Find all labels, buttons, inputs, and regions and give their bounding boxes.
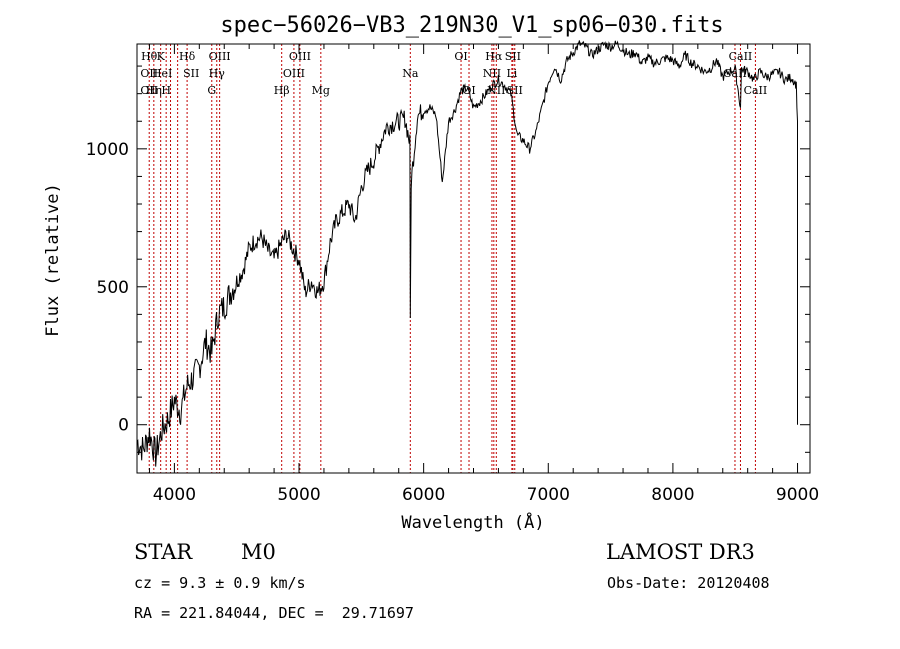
line-marker-label: Li — [506, 67, 517, 80]
line-marker-label: Na — [402, 67, 419, 80]
line-markers — [148, 44, 756, 473]
line-marker-label: Hδ — [179, 50, 196, 63]
survey-name: LAMOST DR3 — [606, 540, 755, 564]
line-marker-label: Hη — [146, 84, 162, 97]
line-marker-label: OIII — [283, 67, 305, 80]
plot-frame — [136, 43, 811, 474]
x-tick-label: 4000 — [153, 485, 196, 505]
line-marker-label: Mg — [312, 84, 330, 97]
object-subclass: M0 — [241, 540, 276, 564]
object-class: STAR — [134, 540, 193, 564]
redshift-cz: cz = 9.3 ± 0.9 km/s — [134, 574, 306, 592]
line-marker-label: NII — [483, 67, 501, 80]
line-marker-label: HeI — [152, 67, 172, 80]
axis-ticks: 4000 5000 6000 7000 8000 9000 0 500 1000 — [86, 44, 819, 505]
chart-title: spec−56026−VB3_219N30_V1_sp06−030.fits — [220, 13, 723, 38]
line-marker-label: K — [157, 50, 166, 63]
y-axis-label: Flux (relative) — [43, 183, 63, 337]
line-marker-label: Hθ — [141, 50, 158, 63]
x-tick-label: 5000 — [277, 485, 320, 505]
line-marker-label: OIII — [209, 50, 231, 63]
y-tick-label: 0 — [118, 416, 129, 436]
line-marker-label: G — [207, 84, 216, 97]
line-marker-label: Hβ — [274, 84, 290, 97]
observation-date: Obs-Date: 20120408 — [607, 574, 770, 592]
x-tick-label: 9000 — [776, 485, 819, 505]
line-marker-label: NII — [487, 84, 505, 97]
x-tick-label: 7000 — [527, 485, 570, 505]
line-marker-label: OI — [454, 50, 467, 63]
line-marker-label: SII — [507, 84, 523, 97]
x-tick-label: 6000 — [402, 485, 445, 505]
coordinates: RA = 221.84044, DEC = 29.71697 — [134, 604, 414, 622]
line-marker-labels: HθHηKHHδGHγOIIIHβOIIIOIIIMgNaOIOINIIHαNI… — [140, 50, 767, 97]
line-marker-label: CaII — [729, 50, 753, 63]
spectrum-line — [136, 40, 798, 467]
line-marker-label: H — [161, 84, 171, 97]
line-marker-label: SII — [505, 50, 521, 63]
line-marker-label: OII — [140, 67, 158, 80]
line-marker-label: SII — [183, 67, 199, 80]
line-marker-label: OIII — [289, 50, 311, 63]
x-axis-label: Wavelength (Å) — [401, 511, 544, 533]
line-marker-label: Hα — [485, 50, 503, 63]
y-tick-label: 1000 — [86, 140, 129, 160]
line-marker-label: Hγ — [209, 67, 226, 80]
line-marker-label: OII — [140, 84, 158, 97]
line-marker-label: CaII — [744, 84, 768, 97]
y-tick-label: 500 — [97, 278, 129, 298]
x-tick-label: 8000 — [651, 485, 694, 505]
